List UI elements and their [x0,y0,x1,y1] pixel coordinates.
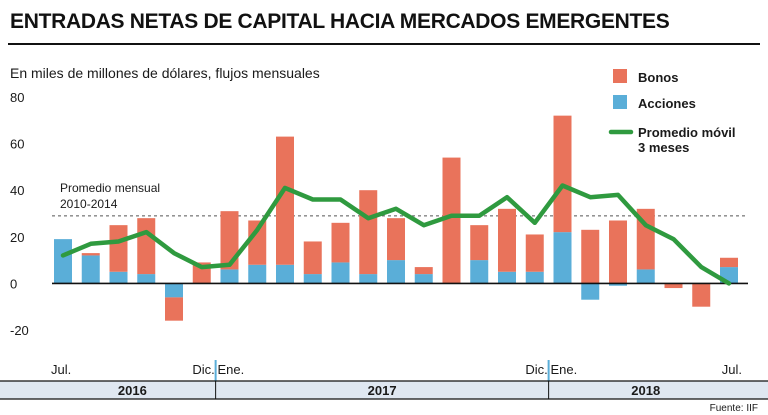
legend-label: Bonos [638,70,678,85]
bonos-bar [581,229,600,284]
bonos-bar [303,241,322,275]
acciones-bar [331,262,350,284]
acciones-bar [581,283,600,300]
acciones-bar [525,271,544,284]
bars-layer [54,115,738,321]
acciones-bar [387,260,405,284]
bonos-bar [137,218,156,275]
bonos-legend-swatch [613,69,627,83]
bonos-bar [470,225,489,261]
y-tick-label: 0 [10,276,17,291]
bonos-bar [442,157,461,284]
bonos-bar [692,283,711,307]
acciones-bar [81,255,100,284]
year-label: 2017 [368,383,397,398]
acciones-bar [414,274,433,284]
bonos-bar [553,115,572,233]
year-band [0,381,768,399]
bonos-bar [720,257,738,268]
acciones-bar [109,271,128,284]
chart-subtitle: En miles de millones de dólares, flujos … [10,65,320,81]
legend-label: Acciones [638,96,696,111]
y-tick-label: -20 [10,323,29,338]
bonos-bar [81,253,100,256]
bonos-bar [220,211,239,270]
bonos-bar [387,218,405,261]
acciones-bar [220,269,239,284]
y-tick-label: 60 [10,137,24,152]
x-tick-label: Dic. [192,362,214,377]
y-tick-label: 20 [10,230,24,245]
reference-line-label: 2010-2014 [60,197,118,211]
legend-label: 3 meses [638,140,689,155]
year-label: 2016 [118,383,147,398]
acciones-bar [137,274,156,284]
acciones-bar [636,269,655,284]
bonos-bar [359,190,378,275]
bonos-bar [498,208,516,272]
bonos-bar [664,283,683,289]
x-tick-label: Jul. [722,362,742,377]
acciones-bar [54,239,72,284]
acciones-bar [276,264,294,284]
bonos-bar [525,234,544,272]
x-tick-label: Jul. [51,362,71,377]
reference-line-label: Promedio mensual [60,181,160,195]
year-label: 2018 [631,383,660,398]
moving-average-line [60,183,732,286]
y-axis: 80 60 40 20 0 -20 [10,90,29,338]
bonos-bar [165,297,183,321]
bonos-bar [414,267,433,275]
acciones-bar [498,271,516,284]
y-tick-label: 40 [10,183,24,198]
acciones-bar [165,283,183,298]
y-tick-label: 80 [10,90,24,105]
acciones-bar [303,274,322,284]
bonos-bar [109,225,128,272]
x-tick-label: Ene. [551,362,578,377]
source-note: Fuente: IIF [710,403,758,414]
bonos-bar [276,136,294,265]
chart-title: ENTRADAS NETAS DE CAPITAL HACIA MERCADOS… [10,10,670,33]
moving-average-layer [60,183,732,286]
acciones-bar [553,232,572,284]
x-axis: Jul. Dic. Ene. Dic. Ene. Jul. 2016 2017 2018 [0,360,768,400]
acciones-legend-swatch [613,95,627,109]
reference-line-group: Promedio mensual 2010-2014 [52,181,748,217]
acciones-bar [248,264,267,284]
title-divider [8,43,760,45]
x-tick-label: Ene. [218,362,245,377]
bonos-bar [331,222,350,263]
x-tick-label: Dic. [525,362,547,377]
bonos-bar [609,220,627,284]
bonos-bar [248,220,267,265]
acciones-bar [609,283,627,286]
legend-label: Promedio móvil [638,125,736,140]
acciones-bar [359,274,378,284]
acciones-bar [470,260,489,284]
bonos-bar [636,208,655,270]
